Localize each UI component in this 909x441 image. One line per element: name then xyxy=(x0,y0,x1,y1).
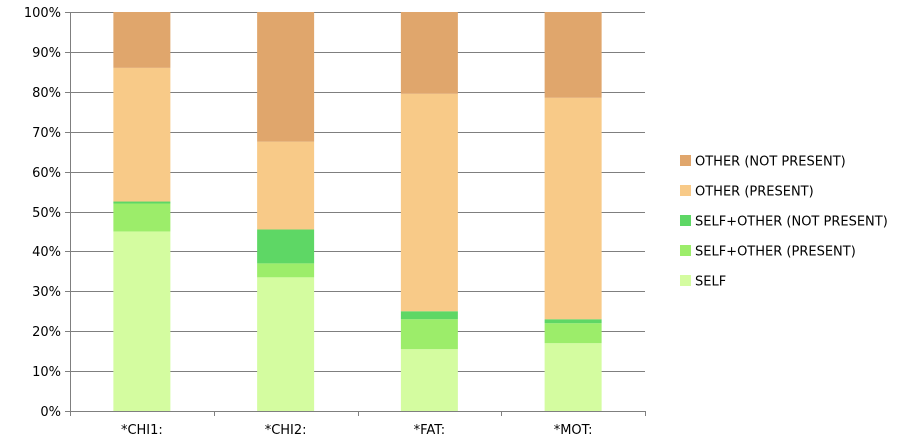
bar-segment xyxy=(544,12,602,98)
y-tick-label: 70% xyxy=(32,126,61,141)
y-tick-label: 90% xyxy=(32,46,61,61)
x-tick-label: *MOT: xyxy=(554,423,593,438)
bar-segment xyxy=(113,67,171,202)
y-tick-label: 30% xyxy=(32,285,61,300)
bar-segment xyxy=(257,263,315,278)
axes: 0% 10% 20% 30% 40% 50% 60% 70% 80% 90% 100% *CHI1: *… xyxy=(24,6,646,438)
legend-swatch xyxy=(680,245,691,256)
legend-label: SELF xyxy=(695,275,726,290)
bar-segment xyxy=(400,12,458,94)
bar-segment xyxy=(113,12,171,68)
legend-label: SELF+OTHER (PRESENT) xyxy=(695,245,856,260)
bars xyxy=(113,12,602,411)
bar-segment xyxy=(257,12,315,142)
legend-swatch xyxy=(680,215,691,226)
y-tick-label: 80% xyxy=(32,86,61,101)
bar-segment xyxy=(544,97,602,320)
legend-swatch xyxy=(680,155,691,166)
bar-segment xyxy=(257,277,315,411)
x-tick-label: *CHI1: xyxy=(121,423,163,438)
y-tick-label: 0% xyxy=(40,405,61,420)
bar-segment xyxy=(113,201,171,204)
bar-segment xyxy=(257,229,315,264)
x-tick-label: *FAT: xyxy=(414,423,446,438)
legend-swatch xyxy=(680,275,691,286)
x-tick-label: *CHI2: xyxy=(265,423,307,438)
bar-segment xyxy=(257,141,315,230)
bar-segment xyxy=(400,319,458,350)
legend-label: SELF+OTHER (NOT PRESENT) xyxy=(695,215,888,230)
legend-label: OTHER (PRESENT) xyxy=(695,185,814,200)
bar-segment xyxy=(113,231,171,411)
bar-segment xyxy=(544,319,602,324)
bar-segment xyxy=(544,343,602,411)
bar-segment xyxy=(400,311,458,320)
y-tick-label: 50% xyxy=(32,206,61,221)
bar-segment xyxy=(400,93,458,312)
legend-label: OTHER (NOT PRESENT) xyxy=(695,155,846,170)
bar-segment xyxy=(544,323,602,344)
y-tick-label: 60% xyxy=(32,166,61,181)
y-tick-label: 20% xyxy=(32,325,61,340)
bar-segment xyxy=(400,349,458,411)
y-tick-label: 40% xyxy=(32,245,61,260)
y-tick-label: 10% xyxy=(32,365,61,380)
bar-segment xyxy=(113,203,171,232)
y-tick-label: 100% xyxy=(24,6,61,21)
legend-swatch xyxy=(680,185,691,196)
legend: OTHER (NOT PRESENT) OTHER (PRESENT) SELF+O… xyxy=(680,155,888,290)
